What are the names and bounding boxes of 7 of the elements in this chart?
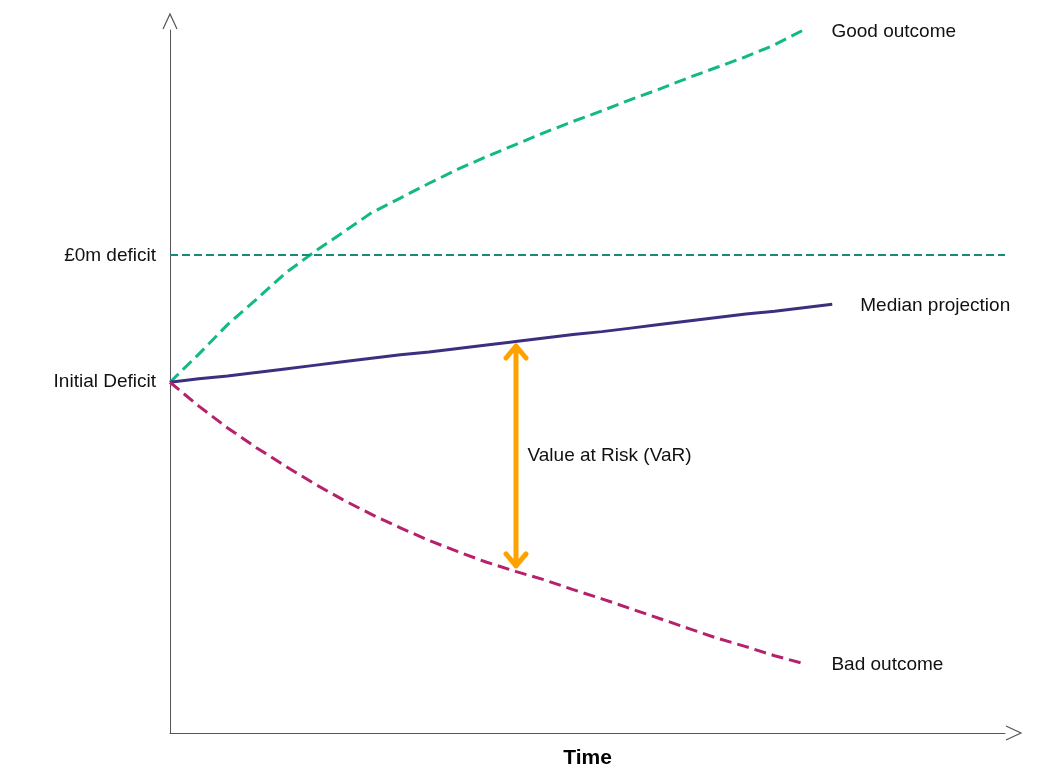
x-axis-title: Time (563, 745, 612, 768)
annotation: Value at Risk (VaR) (527, 444, 692, 467)
series-label: Median projection (860, 293, 1011, 315)
series-label: Bad outcome (831, 652, 944, 674)
text: Initial Deficit (53, 370, 156, 393)
series-label: Good outcome (831, 19, 957, 41)
ref-line-label: £0m deficit (64, 244, 157, 266)
